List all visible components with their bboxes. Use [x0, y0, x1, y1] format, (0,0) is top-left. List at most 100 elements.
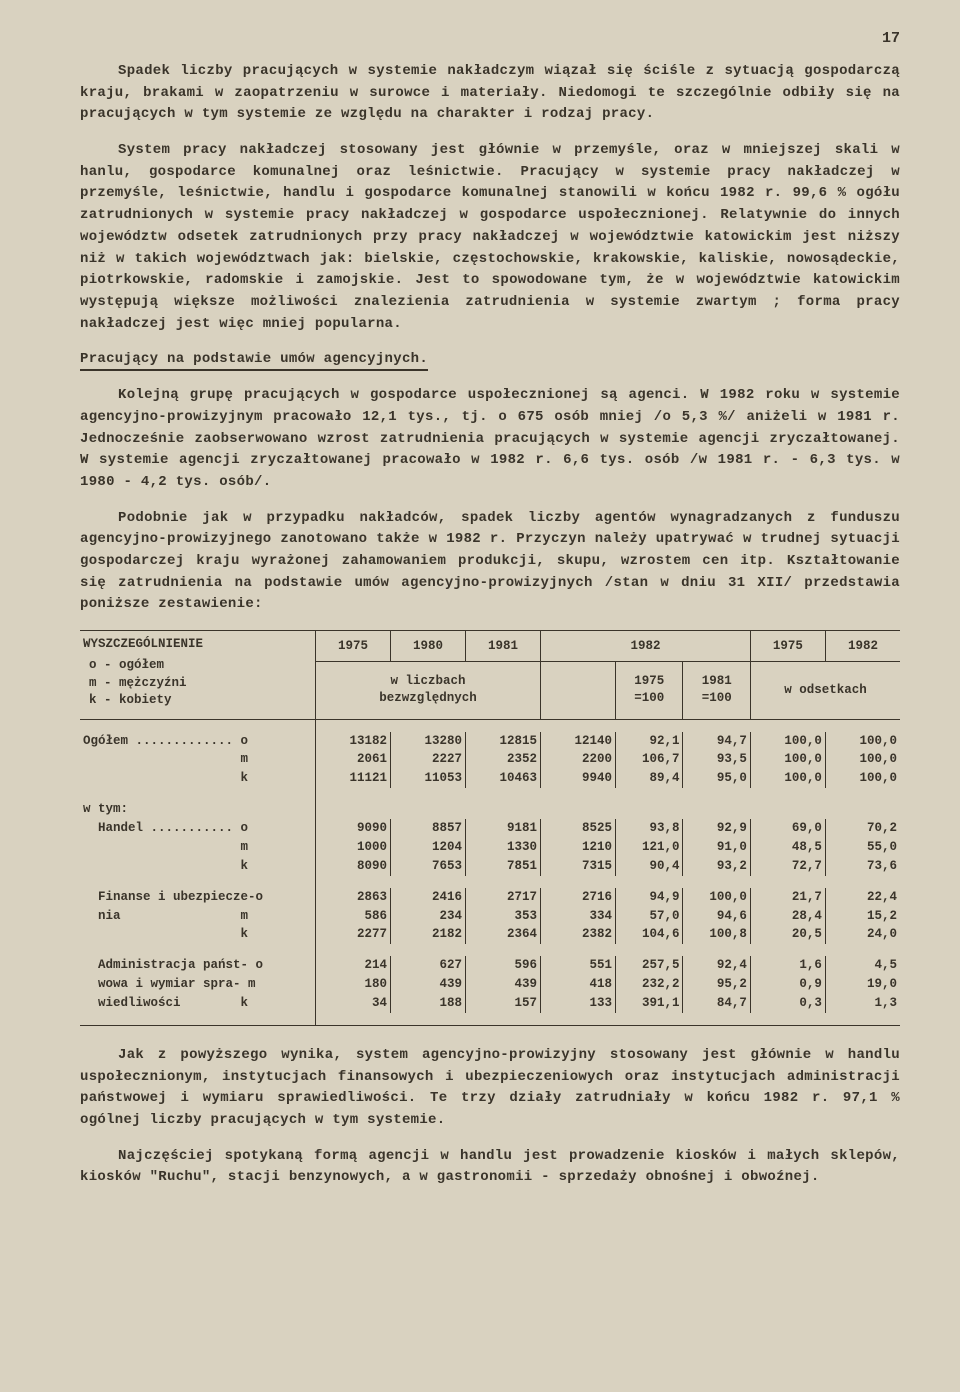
data-cell: 7315: [541, 857, 616, 876]
data-cell: 95,2: [683, 975, 750, 994]
data-cell: 596: [466, 956, 541, 975]
data-cell: 100,8: [683, 925, 750, 944]
table-row: nia m58623435333457,094,628,415,2: [80, 907, 900, 926]
data-cell: 57,0: [616, 907, 683, 926]
data-cell: 69,0: [750, 819, 825, 838]
row-label: k: [80, 925, 315, 944]
data-cell: 93,2: [683, 857, 750, 876]
row-label: Ogółem ............. o: [80, 732, 315, 751]
row-label: Finanse i ubezpiecze-o: [80, 888, 315, 907]
table-row: wiedliwości k34188157133391,184,70,31,3: [80, 994, 900, 1013]
data-cell: 11053: [390, 769, 465, 788]
data-cell: 19,0: [825, 975, 900, 994]
document-page: 17 Spadek liczby pracujących w systemie …: [0, 0, 960, 1233]
data-cell: 2227: [390, 750, 465, 769]
data-cell: 9090: [315, 819, 390, 838]
heading-text: Pracujący na podstawie umów agencyjnych.: [80, 351, 428, 371]
data-cell: 28,4: [750, 907, 825, 926]
row-label: Administracja państ- o: [80, 956, 315, 975]
data-cell: 95,0: [683, 769, 750, 788]
data-cell: 94,7: [683, 732, 750, 751]
col-1975b: 1975: [750, 631, 825, 662]
data-cell: 34: [315, 994, 390, 1013]
row-label: k: [80, 857, 315, 876]
data-cell: 1210: [541, 838, 616, 857]
data-cell: 391,1: [616, 994, 683, 1013]
table-body: Ogółem ............. o131821328012815121…: [80, 719, 900, 1025]
table-row: [80, 719, 900, 732]
col-1982-group: 1982: [541, 631, 751, 662]
data-cell: 73,6: [825, 857, 900, 876]
data-cell: 2364: [466, 925, 541, 944]
row-label: Handel ........... o: [80, 819, 315, 838]
data-cell: 4,5: [825, 956, 900, 975]
data-cell: 1330: [466, 838, 541, 857]
data-cell: 24,0: [825, 925, 900, 944]
table-row: wowa i wymiar spra- m180439439418232,295…: [80, 975, 900, 994]
paragraph-1: Spadek liczby pracujących w systemie nak…: [80, 61, 900, 126]
data-cell: 7653: [390, 857, 465, 876]
data-cell: 100,0: [750, 769, 825, 788]
data-cell: 214: [315, 956, 390, 975]
data-cell: 2061: [315, 750, 390, 769]
page-number: 17: [80, 30, 900, 47]
table-row: [80, 876, 900, 888]
data-cell: 12140: [541, 732, 616, 751]
legend-block: o - ogółem m - mężczyźni k - kobiety: [83, 653, 312, 718]
data-cell: 2717: [466, 888, 541, 907]
data-cell: 2716: [541, 888, 616, 907]
data-cell: 106,7: [616, 750, 683, 769]
data-cell: 8525: [541, 819, 616, 838]
data-cell: 586: [315, 907, 390, 926]
data-cell: 234: [390, 907, 465, 926]
subhead-1975: 1975 =100: [616, 662, 683, 719]
data-cell: 92,9: [683, 819, 750, 838]
data-cell: 0,3: [750, 994, 825, 1013]
col-spec-label: WYSZCZEGÓLNIENIE: [83, 636, 312, 653]
data-cell: 1000: [315, 838, 390, 857]
data-cell: 133: [541, 994, 616, 1013]
paragraph-5: Jak z powyższego wynika, system agencyjn…: [80, 1045, 900, 1132]
data-cell: 7851: [466, 857, 541, 876]
data-cell: 100,0: [750, 732, 825, 751]
data-cell: 1,6: [750, 956, 825, 975]
row-label: m: [80, 838, 315, 857]
data-cell: 439: [390, 975, 465, 994]
data-cell: 91,0: [683, 838, 750, 857]
table-row: [80, 788, 900, 800]
data-cell: 22,4: [825, 888, 900, 907]
table-bottom-border: [80, 1025, 900, 1027]
section-heading: Pracujący na podstawie umów agencyjnych.: [80, 351, 900, 381]
data-cell: 157: [466, 994, 541, 1013]
table-row: k111211105310463994089,495,0100,0100,0: [80, 769, 900, 788]
data-cell: 15,2: [825, 907, 900, 926]
paragraph-3: Kolejną grupę pracujących w gospodarce u…: [80, 385, 900, 493]
data-cell: 188: [390, 994, 465, 1013]
data-cell: 353: [466, 907, 541, 926]
table-row: Ogółem ............. o131821328012815121…: [80, 732, 900, 751]
data-cell: 70,2: [825, 819, 900, 838]
data-cell: 100,0: [825, 769, 900, 788]
legend-o: o - ogółem: [89, 657, 306, 675]
subhead-pct: w odsetkach: [750, 662, 900, 719]
data-cell: 1,3: [825, 994, 900, 1013]
data-cell: 2863: [315, 888, 390, 907]
data-cell: 21,7: [750, 888, 825, 907]
data-cell: 121,0: [616, 838, 683, 857]
col-1981: 1981: [466, 631, 541, 662]
data-cell: 12815: [466, 732, 541, 751]
table-header-row: WYSZCZEGÓLNIENIE o - ogółem m - mężczyźn…: [80, 631, 900, 662]
data-cell: 93,5: [683, 750, 750, 769]
table-row: k2277218223642382104,6100,820,524,0: [80, 925, 900, 944]
data-cell: 100,0: [825, 750, 900, 769]
row-label: k: [80, 769, 315, 788]
data-cell: 92,4: [683, 956, 750, 975]
table-row: m1000120413301210121,091,048,555,0: [80, 838, 900, 857]
row-label: nia m: [80, 907, 315, 926]
data-cell: 89,4: [616, 769, 683, 788]
table-row: [80, 944, 900, 956]
table-row: Finanse i ubezpiecze-o286324162717271694…: [80, 888, 900, 907]
data-cell: 11121: [315, 769, 390, 788]
data-cell: 94,9: [616, 888, 683, 907]
data-cell: 2200: [541, 750, 616, 769]
